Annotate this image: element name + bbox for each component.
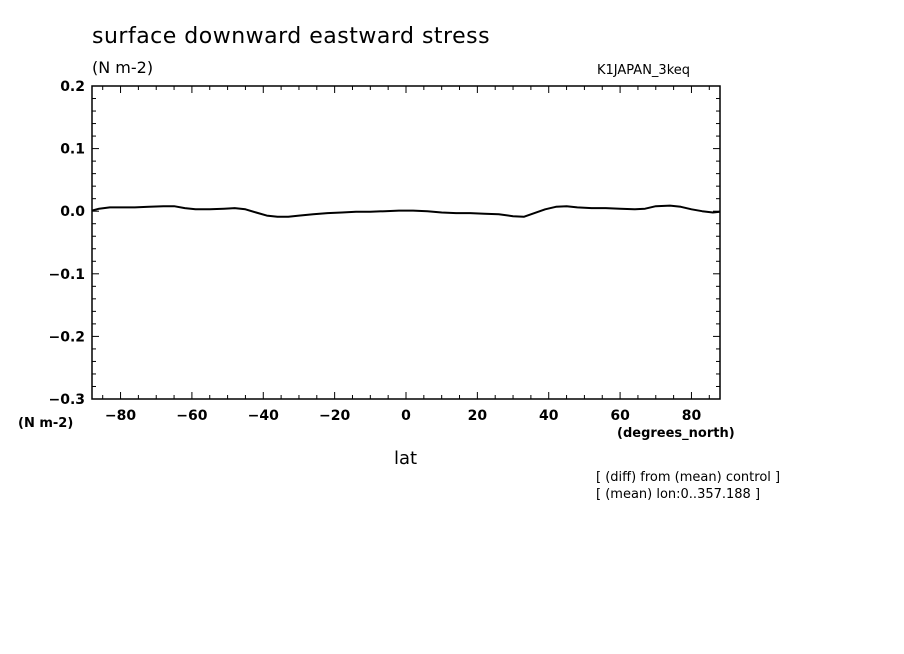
x-tick-label: 40 <box>539 408 559 424</box>
run-label: K1JAPAN_3keq <box>597 63 691 78</box>
x-axis-units: (degrees_north) <box>617 426 735 441</box>
y-tick-label: −0.2 <box>48 329 85 345</box>
y-tick-label: 0.0 <box>60 204 85 220</box>
y-tick-label: −0.1 <box>48 267 85 283</box>
x-tick-label: −80 <box>105 408 136 424</box>
chart-title: surface downward eastward stress <box>92 24 491 49</box>
plot-frame <box>91 85 721 400</box>
x-tick-label: 60 <box>610 408 630 424</box>
x-tick-label: −40 <box>248 408 279 424</box>
note-mean: [ (mean) lon:0..357.188 ] <box>596 487 761 502</box>
x-tick-label: −60 <box>176 408 207 424</box>
x-tick-label: 80 <box>682 408 702 424</box>
x-tick-label: −20 <box>319 408 350 424</box>
x-tick-label: 0 <box>401 408 411 424</box>
y-axis-label: (N m-2) <box>18 416 74 431</box>
x-tick-label: 20 <box>468 408 488 424</box>
x-axis-label: lat <box>394 448 418 469</box>
y-tick-label: 0.1 <box>60 142 85 158</box>
chart-units-subtitle: (N m-2) <box>92 58 154 77</box>
y-tick-label: 0.2 <box>60 79 85 95</box>
series-line <box>91 204 721 218</box>
note-diff: [ (diff) from (mean) control ] <box>596 470 781 485</box>
y-tick-label: −0.3 <box>48 392 85 408</box>
